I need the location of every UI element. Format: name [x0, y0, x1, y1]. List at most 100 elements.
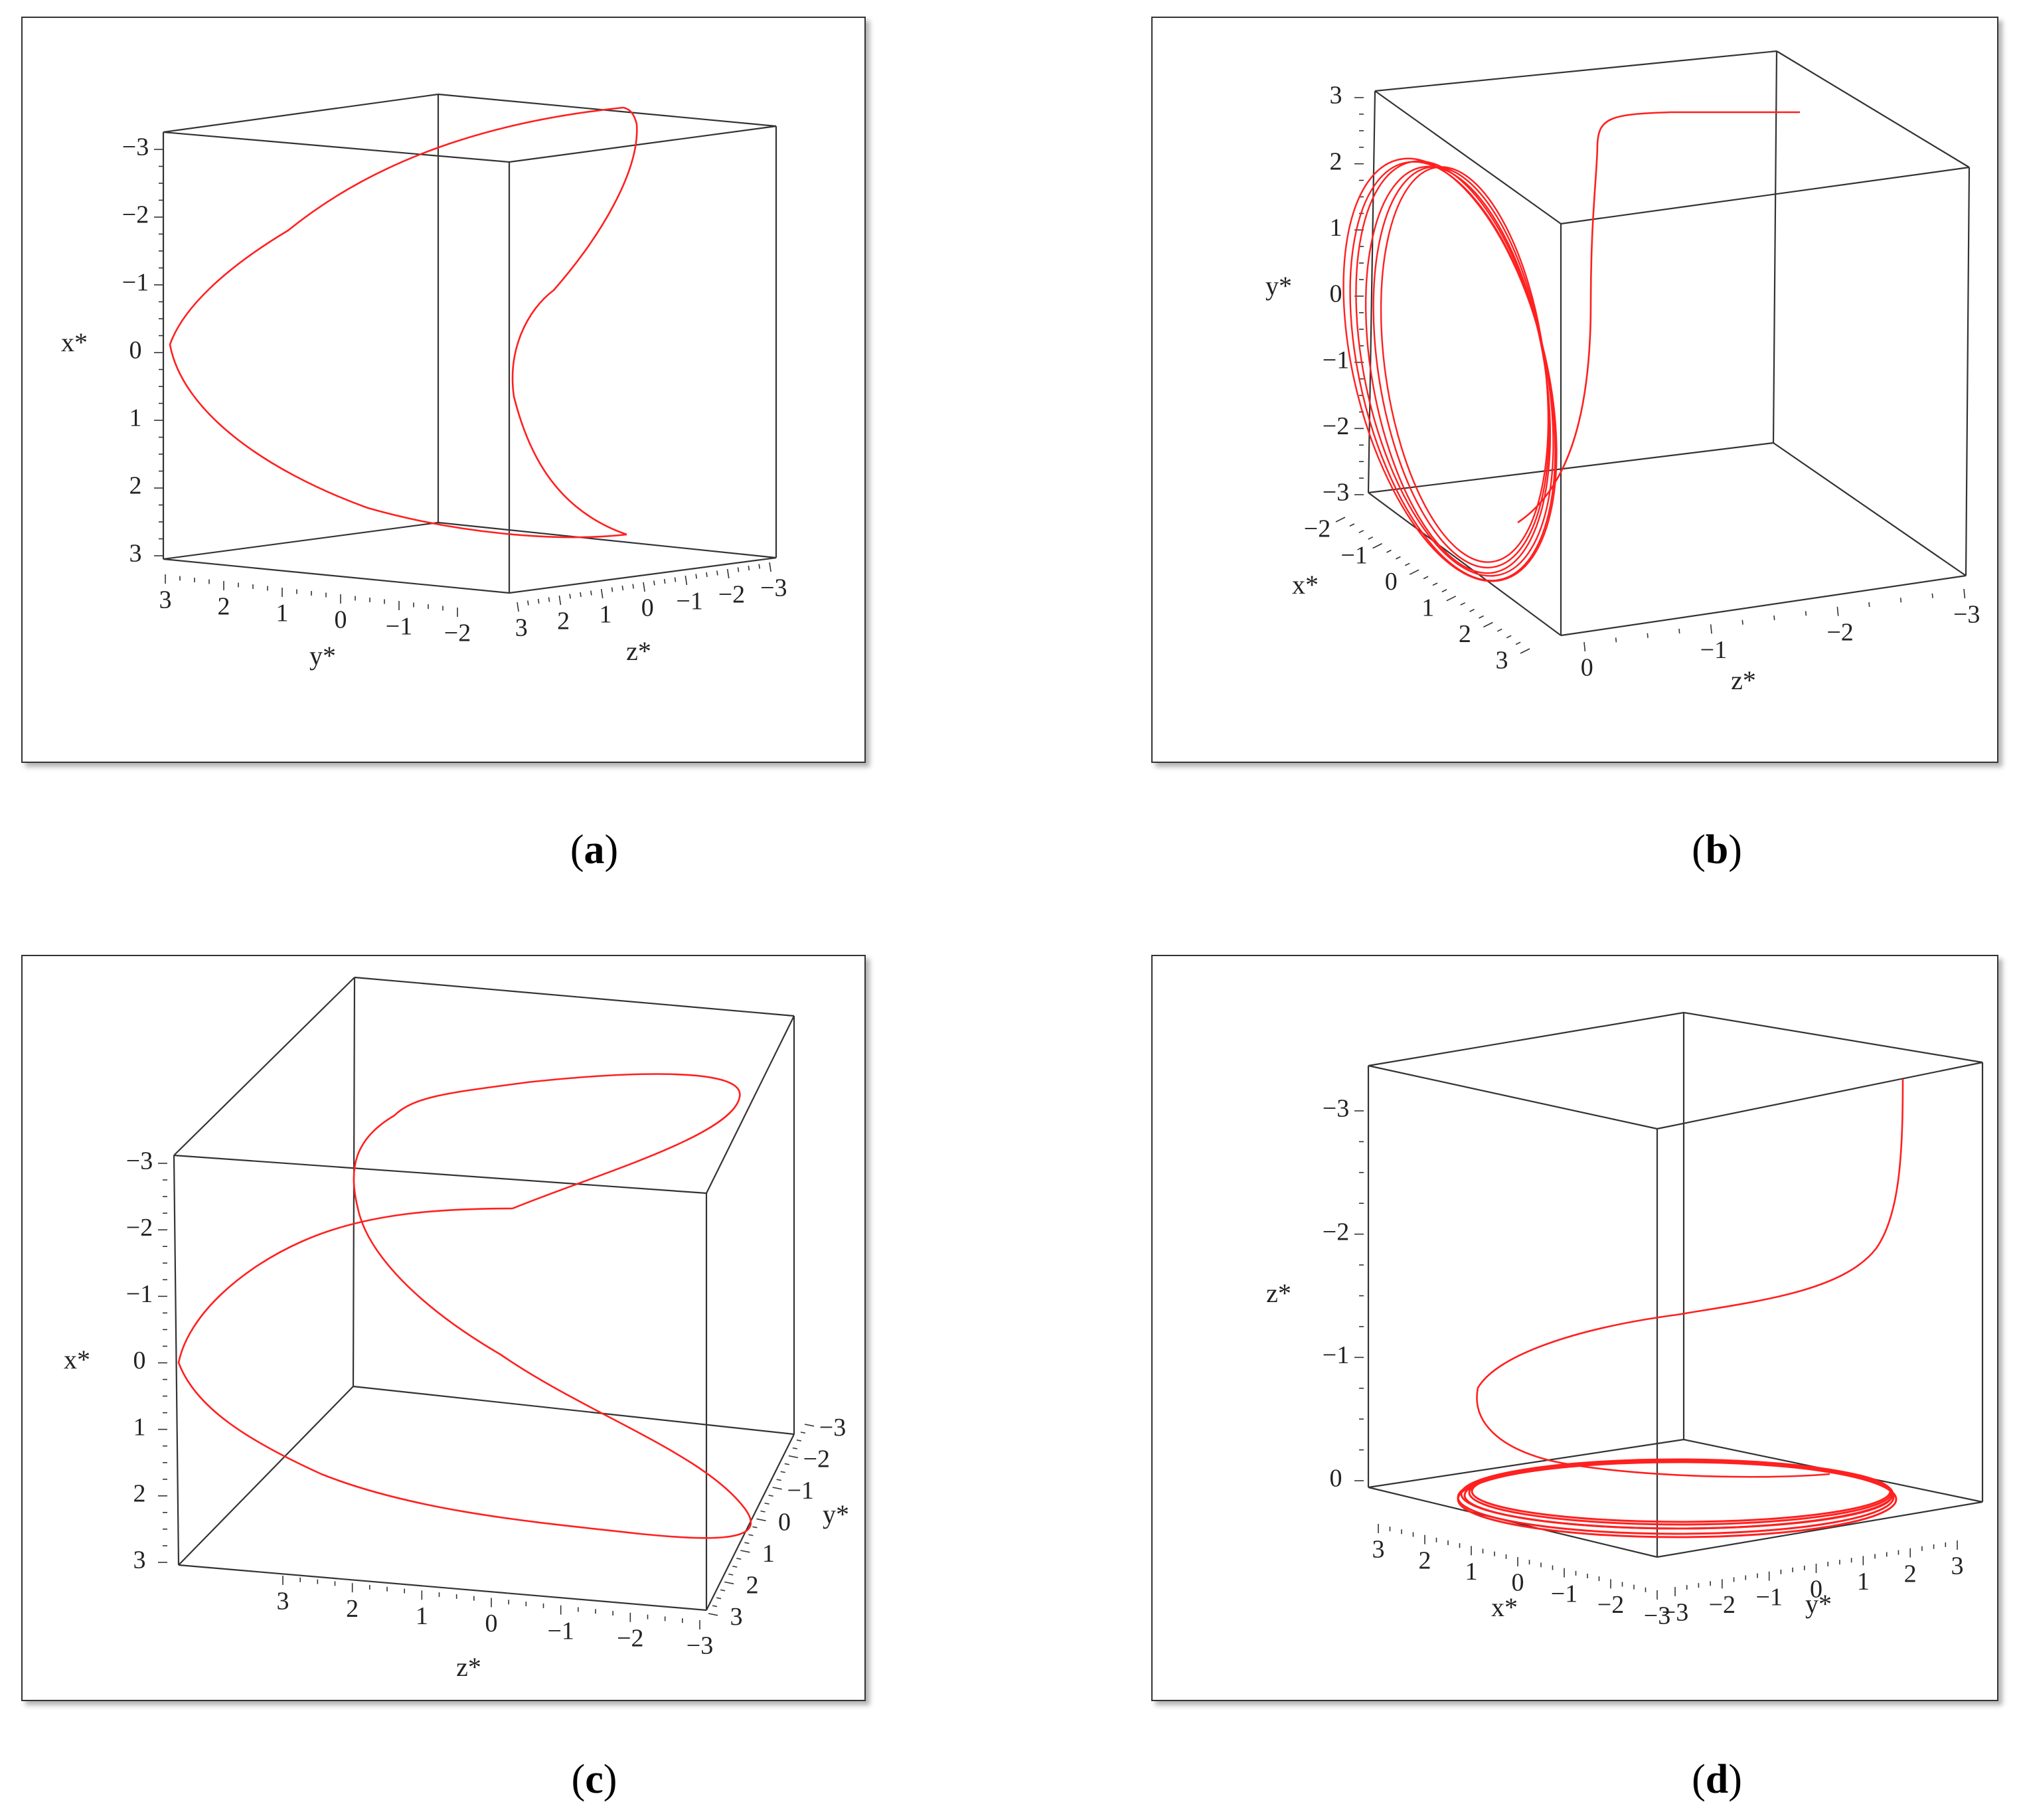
tick-label-a-br-4: −1 [676, 588, 702, 616]
tick-a-br-7 [590, 590, 592, 596]
tick-c-br-24 [708, 1613, 718, 1616]
tick-c-br-11 [760, 1510, 766, 1513]
tick-b-bl-7 [1404, 562, 1410, 566]
tick-label-a-vert-4: 1 [129, 404, 142, 432]
tick-label-a-bl-0: 3 [159, 586, 172, 614]
chart-panel-b: 3 2 1 0 −1 −2 −3 y* −2 −1 0 1 2 3 x* 0 −1 −2 −3 z* [1151, 17, 1998, 763]
tick-label-d-bl-3: 0 [1512, 1569, 1524, 1597]
curve-b-loop-5 [1380, 166, 1550, 563]
box-edge-a-CD [509, 125, 777, 163]
tick-label-d-vert-2: −1 [1323, 1341, 1349, 1369]
tick-c-br-0 [804, 1424, 815, 1427]
tick-label-b-vert-1: 2 [1330, 147, 1342, 175]
tick-label-c-bl-3: 0 [485, 1610, 498, 1637]
box-edge-a-GH [509, 556, 777, 594]
tick-c-br-18 [732, 1565, 738, 1568]
tick-label-b-vert-6: −3 [1323, 479, 1349, 507]
tick-c-br-3 [792, 1447, 798, 1449]
tick-label-d-bl-0: 3 [1372, 1536, 1385, 1564]
tick-label-a-br-5: −2 [718, 581, 745, 609]
tick-label-d-bl-2: 1 [1465, 1558, 1478, 1586]
tick-label-c-vert-2: −1 [126, 1280, 153, 1308]
tick-label-d-br-6: 3 [1951, 1552, 1964, 1580]
tick-label-b-vert-0: 3 [1330, 82, 1342, 110]
curve-a-back [511, 106, 638, 536]
tick-label-a-bl-1: 2 [218, 593, 230, 621]
tick-c-br-5 [784, 1463, 789, 1465]
tick-label-b-bl-1: −1 [1340, 541, 1367, 569]
tick-label-d-bl-4: −1 [1551, 1580, 1577, 1608]
tick-label-c-vert-5: 2 [133, 1480, 146, 1508]
tick-b-br-4 [1710, 624, 1712, 634]
box-edge-c-AB [173, 977, 355, 1156]
box-edge-a-EF [163, 521, 439, 560]
box-edge-b-FG [1773, 442, 1967, 576]
axis-label-b-br: z* [1731, 665, 1756, 695]
tick-label-b-br-3: −3 [1953, 601, 1980, 629]
box-edge-d-CD [1657, 1061, 1983, 1130]
tick-a-br-20 [726, 568, 730, 579]
tick-label-d-bl-6: −3 [1644, 1602, 1670, 1630]
axis-label-a-bl: y* [309, 641, 336, 671]
tick-label-d-br-5: 2 [1904, 1560, 1917, 1588]
tick-a-br-18 [706, 572, 708, 578]
box-edge-c-DA [173, 1154, 707, 1195]
tick-a-br-15 [674, 577, 677, 582]
box-edge-b-GH [1560, 574, 1967, 637]
caption-c: (c) [571, 1757, 617, 1802]
tick-c-br-17 [736, 1558, 742, 1560]
axis-label-b-bl: x* [1292, 570, 1319, 600]
curve-b-loop-2 [1349, 161, 1556, 582]
curve-d-loop-4 [1457, 1460, 1898, 1538]
tick-label-d-br-1: −2 [1709, 1591, 1736, 1619]
tick-b-br-12 [1963, 588, 1966, 599]
tick-label-a-bl-3: 0 [335, 606, 347, 634]
tick-c-br-4 [788, 1455, 798, 1459]
tick-label-d-vert-0: −3 [1323, 1095, 1349, 1123]
tick-b-bl-3 [1368, 536, 1374, 540]
box-edge-a-HE [163, 558, 510, 594]
axis-label-b-vert: y* [1265, 271, 1292, 301]
tick-label-b-br-0: 0 [1581, 654, 1593, 682]
tick-b-bl-5 [1386, 549, 1392, 553]
axis-label-c-bl: z* [456, 1652, 481, 1682]
axis-label-d-bl: x* [1491, 1592, 1518, 1622]
tick-b-br-6 [1773, 615, 1775, 621]
tick-b-bl-20 [1520, 648, 1530, 654]
tick-label-d-bl-1: 2 [1419, 1546, 1431, 1574]
tick-label-b-vert-4: −1 [1323, 346, 1349, 374]
tick-label-c-br-1: −2 [803, 1446, 830, 1473]
box-edge-a-FG [438, 521, 777, 559]
box-edge-c-EF [178, 1386, 354, 1566]
box-edge-d-GH [1657, 1501, 1983, 1558]
tick-c-br-19 [728, 1573, 734, 1576]
tick-label-b-br-1: −1 [1700, 636, 1727, 664]
tick-label-c-bl-0: 3 [277, 1588, 289, 1615]
tick-b-bl-11 [1441, 589, 1447, 593]
box-edge-c-AE [173, 1155, 180, 1566]
tick-b-br-9 [1868, 602, 1870, 608]
tick-label-c-br-0: −3 [819, 1414, 846, 1442]
tick-a-br-8 [600, 588, 604, 599]
axis-label-d-vert: z* [1266, 1278, 1291, 1308]
tick-label-d-bl-5: −2 [1597, 1591, 1624, 1619]
tick-b-bl-15 [1479, 615, 1484, 619]
tick-c-br-7 [776, 1479, 781, 1481]
tick-label-a-vert-1: −2 [122, 201, 149, 229]
tick-a-br-24 [769, 562, 771, 572]
tick-a-br-13 [653, 580, 655, 586]
tick-b-bl-14 [1469, 608, 1475, 612]
tick-a-br-4 [558, 595, 562, 606]
tick-b-bl-12 [1446, 596, 1457, 602]
tick-label-c-bl-6: −3 [687, 1632, 713, 1660]
tick-c-br-15 [744, 1542, 750, 1544]
chart-panel-c: −3 −2 −1 0 1 2 3 x* 3 2 1 0 −1 −2 −3 z* −3 −2 −1 0 1 2 3 y* [21, 955, 866, 1701]
box-edge-b-CD [1560, 166, 1970, 225]
tick-b-bl-10 [1432, 582, 1438, 586]
tick-label-c-vert-4: 1 [133, 1413, 146, 1441]
tick-b-bl-17 [1496, 628, 1502, 632]
tick-label-d-br-0: −3 [1662, 1599, 1688, 1627]
tick-c-br-1 [800, 1432, 806, 1434]
tick-a-br-3 [548, 597, 550, 602]
box-edge-c-HE [178, 1564, 707, 1612]
